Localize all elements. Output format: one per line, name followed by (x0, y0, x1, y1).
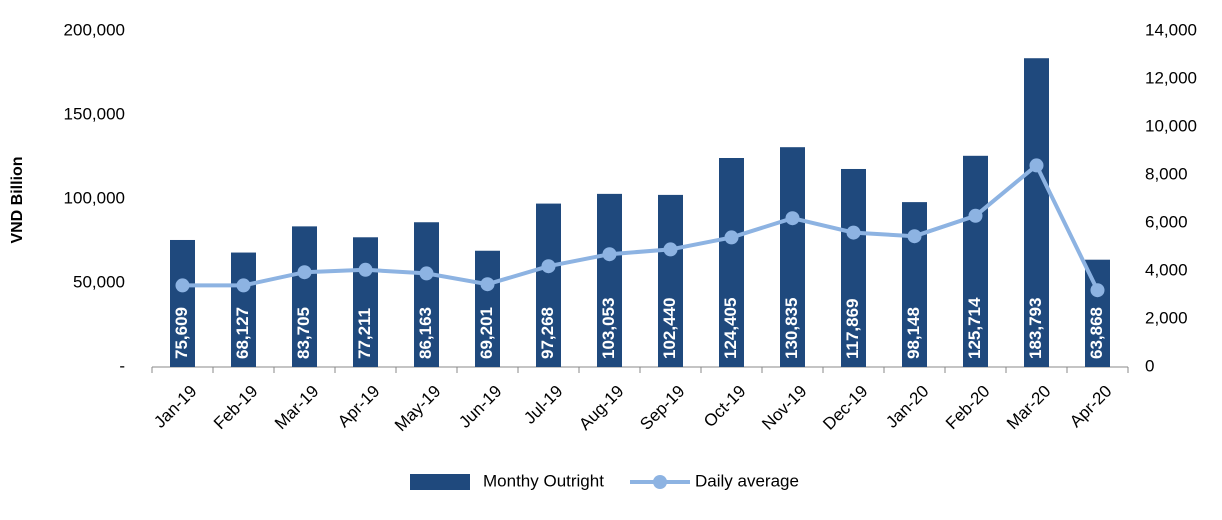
value-label: 102,440 (660, 298, 679, 359)
x-tick-label: Apr-20 (1066, 382, 1116, 432)
value-label: 86,163 (416, 307, 435, 359)
x-tick-label: Sep-19 (636, 382, 688, 434)
bar (170, 239, 195, 367)
x-tick-label: Oct-19 (700, 382, 750, 432)
line-marker (724, 230, 739, 245)
value-label: 75,609 (172, 307, 191, 359)
bar (231, 252, 256, 367)
bar (597, 193, 622, 367)
y-tick-label: 50,000 (73, 272, 125, 291)
y2-tick-label: 10,000 (1145, 116, 1197, 135)
y-tick-label: 100,000 (64, 188, 125, 207)
value-label: 183,793 (1026, 298, 1045, 359)
legend-label: Daily average (695, 471, 799, 490)
x-tick-label: Feb-19 (210, 382, 262, 434)
y2-tick-label: 14,000 (1145, 20, 1197, 39)
value-label: 117,869 (843, 298, 862, 359)
line-marker (419, 266, 434, 281)
x-tick-label: Feb-20 (942, 382, 994, 434)
y2-tick-label: 6,000 (1145, 212, 1188, 231)
y-tick-label: - (119, 356, 125, 375)
bar (841, 168, 866, 367)
line-marker (1090, 283, 1105, 298)
y-tick-label: 200,000 (64, 20, 125, 39)
legend-swatch-marker (653, 475, 667, 489)
x-tick-label: Jan-20 (882, 382, 932, 432)
y-axis-label: VND Billion (9, 156, 26, 243)
y-tick-label: 150,000 (64, 104, 125, 123)
line-marker (541, 259, 556, 274)
value-label: 97,268 (538, 307, 557, 359)
x-tick-label: Jun-19 (455, 382, 505, 432)
y2-tick-label: 0 (1145, 356, 1154, 375)
value-label: 130,835 (782, 298, 801, 359)
value-label: 69,201 (477, 307, 496, 359)
x-tick-label: Dec-19 (819, 382, 871, 434)
x-tick-label: Nov-19 (758, 382, 810, 434)
value-label: 124,405 (721, 298, 740, 359)
line-marker (480, 277, 495, 292)
line-marker (236, 278, 251, 293)
line-marker (358, 262, 373, 277)
line-marker (1029, 158, 1044, 173)
line-marker (907, 229, 922, 244)
bar (353, 237, 378, 367)
bar (536, 203, 561, 367)
bar (658, 194, 683, 367)
y2-tick-label: 8,000 (1145, 164, 1188, 183)
x-tick-label: Mar-20 (1003, 382, 1055, 434)
legend-label: Monthy Outright (483, 471, 604, 490)
y2-tick-label: 4,000 (1145, 260, 1188, 279)
value-label: 83,705 (294, 307, 313, 359)
value-label: 77,211 (355, 308, 374, 359)
value-label: 63,868 (1087, 307, 1106, 359)
value-label: 98,148 (904, 307, 923, 359)
x-tick-label: May-19 (391, 382, 445, 436)
legend-swatch (410, 474, 470, 490)
x-tick-label: Aug-19 (575, 382, 627, 434)
x-tick-label: Jan-19 (150, 382, 200, 432)
line-marker (785, 211, 800, 226)
bar (719, 157, 744, 367)
line-marker (175, 278, 190, 293)
y2-tick-label: 12,000 (1145, 68, 1197, 87)
line-marker (968, 208, 983, 223)
bar (963, 155, 988, 367)
value-label: 125,714 (965, 297, 984, 359)
bar (475, 250, 500, 367)
value-label: 103,053 (599, 298, 618, 359)
line-marker (846, 225, 861, 240)
x-tick-label: Mar-19 (271, 382, 323, 434)
line (182, 162, 1100, 292)
x-tick-label: Apr-19 (334, 382, 384, 432)
x-tick-label: Jul-19 (520, 382, 566, 428)
bar (780, 147, 805, 367)
bar (292, 226, 317, 367)
line-marker (663, 242, 678, 257)
value-label: 68,127 (233, 307, 252, 359)
line-marker (602, 247, 617, 262)
line-marker (297, 265, 312, 280)
bar (1024, 58, 1049, 368)
y2-tick-label: 2,000 (1145, 308, 1188, 327)
bar (414, 222, 439, 367)
